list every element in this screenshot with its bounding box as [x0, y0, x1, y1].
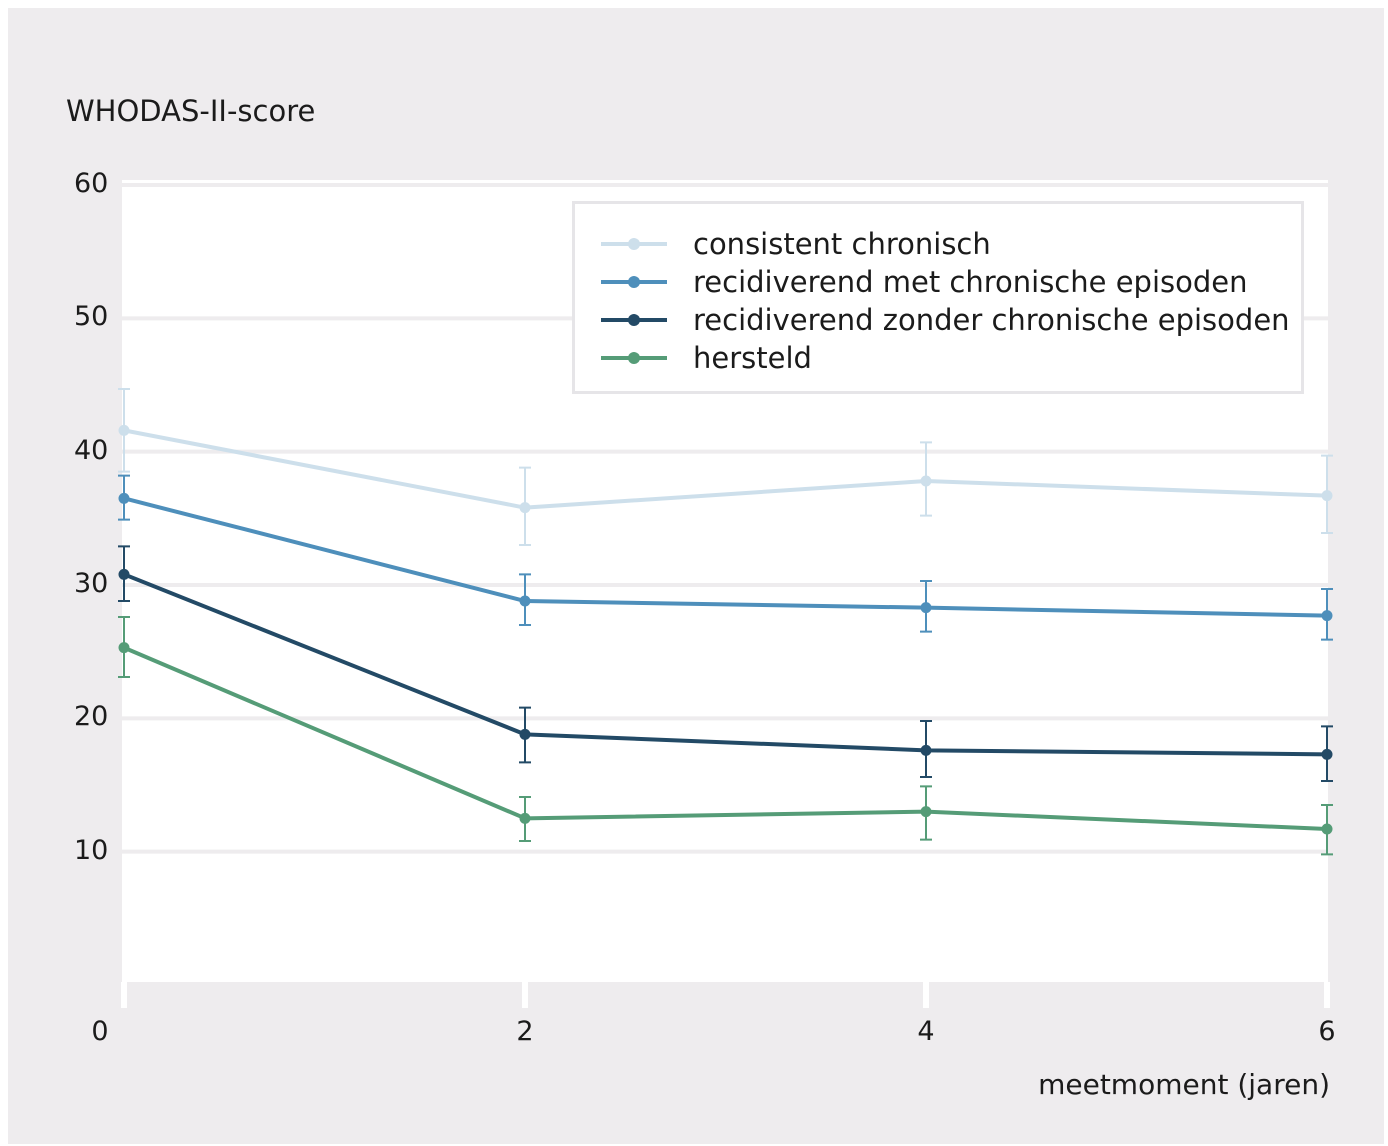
legend-swatch-dot — [628, 276, 640, 288]
series-group — [118, 616, 1333, 856]
legend-swatch-dot — [628, 314, 640, 326]
y-axis-label: WHODAS-II-score — [66, 94, 316, 128]
data-point — [519, 502, 531, 514]
data-point — [118, 568, 130, 580]
x-axis — [121, 982, 1330, 1008]
legend: consistent chronisch recidiverend met chr… — [572, 201, 1304, 394]
legend-item: hersteld — [601, 340, 812, 376]
series-group — [118, 388, 1333, 546]
data-point — [920, 806, 932, 818]
data-point — [1321, 610, 1333, 622]
legend-item: recidiverend zonder chronische episoden — [601, 302, 1290, 338]
legend-label: recidiverend zonder chronische episoden — [693, 303, 1290, 337]
data-point — [118, 492, 130, 504]
data-point — [1321, 823, 1333, 835]
data-point — [519, 595, 531, 607]
x-tick-label: 4 — [917, 1016, 935, 1047]
y-tick-label: 20 — [74, 701, 109, 733]
series-group — [118, 545, 1333, 782]
series-line — [123, 572, 1328, 757]
series-line — [123, 428, 1328, 510]
data-point — [920, 475, 932, 487]
y-tick-label: 50 — [74, 301, 109, 333]
series-layer — [118, 388, 1333, 856]
legend-swatch — [601, 340, 667, 376]
y-tick-label: 30 — [74, 568, 109, 599]
legend-item: consistent chronisch — [601, 226, 991, 262]
data-point — [519, 728, 531, 740]
data-point — [920, 744, 932, 756]
series-group — [118, 474, 1333, 641]
series-line — [123, 645, 1328, 831]
legend-swatch — [601, 302, 667, 338]
x-tick-label: 0 — [91, 1016, 109, 1047]
y-tick-label: 10 — [74, 834, 109, 866]
legend-swatch — [601, 264, 667, 300]
x-tick-label: 6 — [1318, 1016, 1336, 1047]
data-point — [920, 602, 932, 614]
legend-item: recidiverend met chronische episoden — [601, 264, 1247, 300]
legend-label: consistent chronisch — [693, 227, 991, 261]
y-tick-label: 40 — [74, 434, 109, 466]
legend-swatch-dot — [628, 352, 640, 364]
x-axis-label: meetmoment (jaren) — [1038, 1068, 1330, 1101]
legend-swatch-dot — [628, 238, 640, 250]
data-point — [519, 812, 531, 824]
legend-label: hersteld — [693, 341, 812, 375]
data-point — [1321, 490, 1333, 502]
data-point — [118, 642, 130, 654]
data-point — [1321, 748, 1333, 760]
y-tick-label: 60 — [74, 168, 109, 199]
series-line — [123, 496, 1328, 618]
x-tick-label: 2 — [516, 1016, 534, 1047]
data-point — [118, 424, 130, 436]
legend-swatch — [601, 226, 667, 262]
legend-label: recidiverend met chronische episoden — [693, 265, 1248, 299]
